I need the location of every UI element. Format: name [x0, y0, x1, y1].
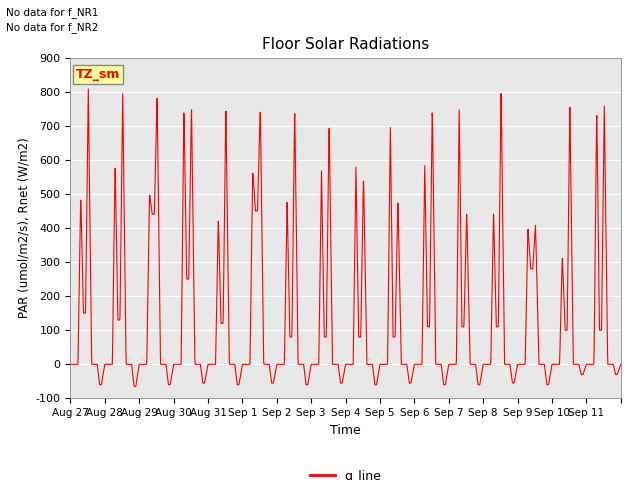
Legend: q_line: q_line: [305, 465, 387, 480]
Text: No data for f_NR2: No data for f_NR2: [6, 22, 99, 33]
Text: No data for f_NR1: No data for f_NR1: [6, 7, 99, 18]
X-axis label: Time: Time: [330, 424, 361, 437]
Text: TZ_sm: TZ_sm: [76, 68, 120, 81]
Y-axis label: PAR (umol/m2/s), Rnet (W/m2): PAR (umol/m2/s), Rnet (W/m2): [17, 138, 30, 318]
Title: Floor Solar Radiations: Floor Solar Radiations: [262, 37, 429, 52]
